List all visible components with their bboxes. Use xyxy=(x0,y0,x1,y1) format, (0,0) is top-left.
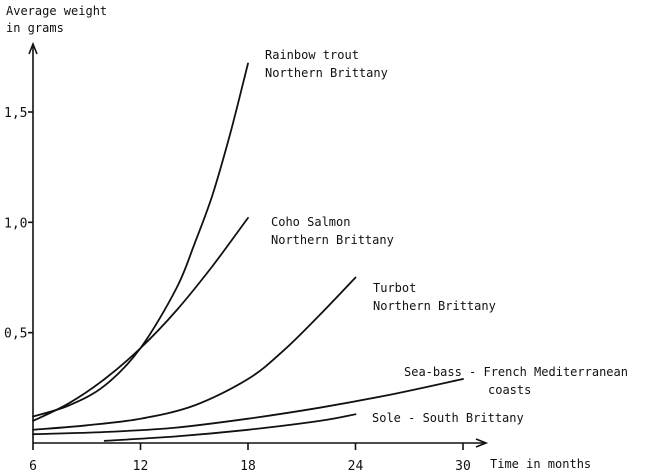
x-tick-label: 18 xyxy=(240,459,256,474)
label-rainbow-trout-line-1: Rainbow trout xyxy=(265,48,359,62)
series-line-seabass xyxy=(32,378,464,436)
x-tick-label: 24 xyxy=(348,459,364,474)
y-axis-title: Average weight in grams xyxy=(6,4,114,35)
label-coho-salmon: Coho Salmon Northern Brittany xyxy=(271,215,394,247)
label-sea-bass-line-2: coasts xyxy=(488,383,531,397)
x-tick-label: 30 xyxy=(455,459,471,474)
label-turbot: Turbot Northern Brittany xyxy=(373,281,496,313)
x-tick-label: 6 xyxy=(29,459,37,474)
y-ticks: 0,5 1,0 1,5 xyxy=(4,106,33,342)
label-sea-bass: Sea-bass - French Mediterranean coasts xyxy=(404,365,635,397)
label-turbot-line-2: Northern Brittany xyxy=(373,299,496,313)
x-axis-arrow xyxy=(475,438,489,448)
label-sea-bass-line-1: Sea-bass - French Mediterranean xyxy=(404,365,628,379)
x-tick-label: 12 xyxy=(133,459,149,474)
series-line-turbot xyxy=(32,276,357,431)
y-axis-arrow xyxy=(28,41,38,55)
label-rainbow-trout-line-2: Northern Brittany xyxy=(265,66,388,80)
y-axis-title-line-2: in grams xyxy=(6,21,64,35)
series-line-sole xyxy=(103,413,357,442)
x-ticks: 6 12 18 24 30 xyxy=(29,443,471,474)
label-sole: Sole - South Brittany xyxy=(372,411,524,425)
y-axis-title-line-1: Average weight xyxy=(6,4,107,18)
series-line-rainbow xyxy=(32,62,249,418)
label-turbot-line-1: Turbot xyxy=(373,281,416,295)
series-layer xyxy=(32,62,464,442)
label-coho-salmon-line-2: Northern Brittany xyxy=(271,233,394,247)
label-rainbow-trout: Rainbow trout Northern Brittany xyxy=(265,48,388,80)
x-axis-title: Time in months xyxy=(490,457,591,471)
series-line-coho xyxy=(32,217,249,422)
y-tick-label: 1,0 xyxy=(4,216,27,231)
y-tick-label: 0,5 xyxy=(4,327,27,342)
label-sole-line-1: Sole - South Brittany xyxy=(372,411,524,425)
label-coho-salmon-line-1: Coho Salmon xyxy=(271,215,350,229)
y-tick-label: 1,5 xyxy=(4,106,27,121)
